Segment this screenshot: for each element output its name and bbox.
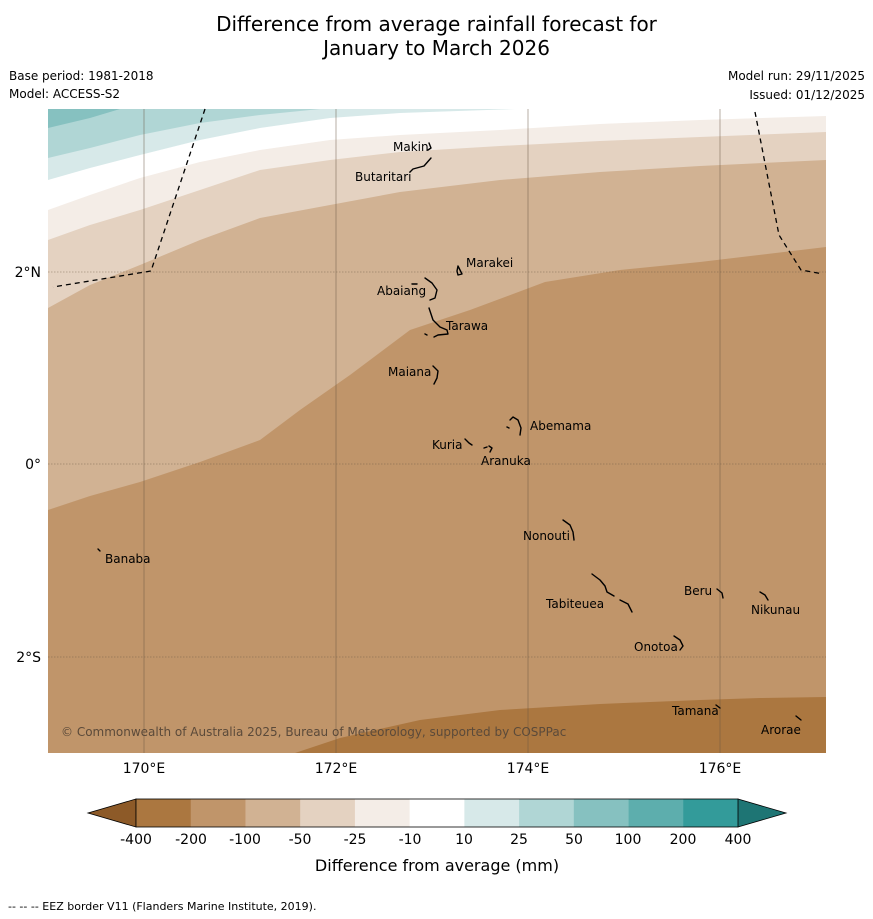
map-title-line1: Difference from average rainfall forecas… xyxy=(216,12,657,36)
island-tabiteuea-north xyxy=(591,573,615,597)
eez-legend-footnote: -- -- -- EEZ border V11 (Flanders Marine… xyxy=(8,900,317,913)
colorbar-tick-minus-400: -400 xyxy=(120,832,152,848)
colorbar-tick-10: 10 xyxy=(455,832,473,848)
place-label-beru: Beru xyxy=(684,584,712,598)
place-label-aranuka: Aranuka xyxy=(481,454,531,468)
colorbar-cell--200-to--100 xyxy=(190,799,246,827)
island-butaritari xyxy=(409,157,432,173)
eez-border-east xyxy=(754,111,824,275)
place-label-kuria: Kuria xyxy=(432,438,463,452)
place-label-arorae: Arorae xyxy=(761,723,801,737)
island-tabiteuea-south xyxy=(619,599,633,613)
place-label-butaritari: Butaritari xyxy=(355,170,412,184)
lat-label-2s: 2°S xyxy=(16,650,41,666)
colorbar-tick-minus-10: -10 xyxy=(399,832,422,848)
place-label-banaba: Banaba xyxy=(105,552,151,566)
lon-label-172e: 172°E xyxy=(315,761,358,777)
base-period-label: Base period: 1981-2018 xyxy=(9,69,154,83)
island-tarawa xyxy=(428,307,449,338)
model-label: Model: ACCESS-S2 xyxy=(9,87,121,101)
island-nikunau xyxy=(759,591,769,601)
island-marakei xyxy=(456,265,463,276)
lon-label-170e: 170°E xyxy=(123,761,166,777)
colorbar-title: Difference from average (mm) xyxy=(315,856,559,875)
colorbar-cell-25-to-50 xyxy=(519,799,575,827)
island-beru xyxy=(716,588,724,599)
lat-label-2n: 2°N xyxy=(15,265,41,281)
eez-border xyxy=(52,108,824,288)
island-abemama xyxy=(509,416,522,436)
band-50-100 xyxy=(48,109,120,128)
colorbar-cell-100-to-200 xyxy=(628,799,684,827)
island-abemama-islet xyxy=(506,426,510,429)
island-tamana xyxy=(715,704,721,709)
place-label-tarawa: Tarawa xyxy=(445,319,488,333)
colorbar: -400 -200 -100 -50 -25 -10 10 25 50 100 … xyxy=(86,798,788,875)
colorbar-cell-200-to-400 xyxy=(683,799,739,827)
place-label-marakei: Marakei xyxy=(466,256,513,270)
colorbar-tick-minus-200: -200 xyxy=(175,832,207,848)
place-label-abaiang: Abaiang xyxy=(377,284,426,298)
island-maiana xyxy=(432,365,439,385)
island-banaba xyxy=(97,548,101,552)
band-minus-10-plus-10 xyxy=(48,109,826,210)
colorbar-tick-minus-100: -100 xyxy=(229,832,261,848)
lon-label-176e: 176°E xyxy=(699,761,742,777)
colorbar-tick-50: 50 xyxy=(565,832,583,848)
colorbar-extend-high xyxy=(737,798,788,828)
colorbar-cell-50-to-100 xyxy=(573,799,629,827)
island-makin xyxy=(427,142,432,151)
place-label-nonouti: Nonouti xyxy=(523,529,570,543)
place-label-tamana: Tamana xyxy=(671,704,719,718)
island-aranuka xyxy=(483,445,493,453)
colorbar-cell--10-to-10 xyxy=(409,799,465,827)
colorbar-cell--25-to--10 xyxy=(354,799,410,827)
place-label-maiana: Maiana xyxy=(388,365,431,379)
colorbar-tick-minus-50: -50 xyxy=(289,832,312,848)
colorbar-cell-10-to-25 xyxy=(464,799,520,827)
place-label-tabiteuea: Tabiteuea xyxy=(545,597,604,611)
lon-label-174e: 174°E xyxy=(507,761,550,777)
place-labels: Makin Butaritari Marakei Abaiang Tarawa … xyxy=(105,140,801,737)
colorbar-tick-400: 400 xyxy=(725,832,752,848)
model-run-label: Model run: 29/11/2025 xyxy=(727,69,865,83)
graticule xyxy=(48,109,826,753)
island-arorae xyxy=(795,715,802,721)
colorbar-tick-minus-25: -25 xyxy=(344,832,367,848)
colorbar-tick-200: 200 xyxy=(670,832,697,848)
island-abaiang xyxy=(424,277,438,301)
copyright-notice: © Commonwealth of Australia 2025, Bureau… xyxy=(61,725,566,739)
island-kuria xyxy=(464,438,473,446)
colorbar-tick-100: 100 xyxy=(615,832,642,848)
island-outlines xyxy=(97,142,802,721)
colorbar-extend-low xyxy=(86,798,137,828)
colorbar-cell--100-to--50 xyxy=(245,799,301,827)
place-label-makin: Makin xyxy=(393,140,429,154)
issued-label: Issued: 01/12/2025 xyxy=(749,88,865,102)
colorbar-cell--400-to--200 xyxy=(136,799,192,827)
colorbar-cell--50-to--25 xyxy=(300,799,356,827)
colorbar-frame xyxy=(135,798,739,828)
forecast-shading xyxy=(48,109,826,753)
lat-label-0: 0° xyxy=(25,457,41,473)
island-tarawa-islet xyxy=(424,333,428,336)
place-label-abemama: Abemama xyxy=(530,419,591,433)
latitude-labels: 2°N 0° 2°S xyxy=(15,265,42,666)
band-25-50 xyxy=(48,109,320,158)
colorbar-tick-25: 25 xyxy=(510,832,528,848)
longitude-labels: 170°E 172°E 174°E 176°E xyxy=(123,761,742,777)
place-label-nikunau: Nikunau xyxy=(751,603,800,617)
island-nonouti xyxy=(562,519,575,541)
place-label-onotoa: Onotoa xyxy=(634,640,678,654)
eez-border-west xyxy=(52,108,206,288)
map-title-line2: January to March 2026 xyxy=(323,36,550,60)
band-minus-400-minus-200 xyxy=(295,697,826,753)
island-onotoa xyxy=(673,635,684,651)
